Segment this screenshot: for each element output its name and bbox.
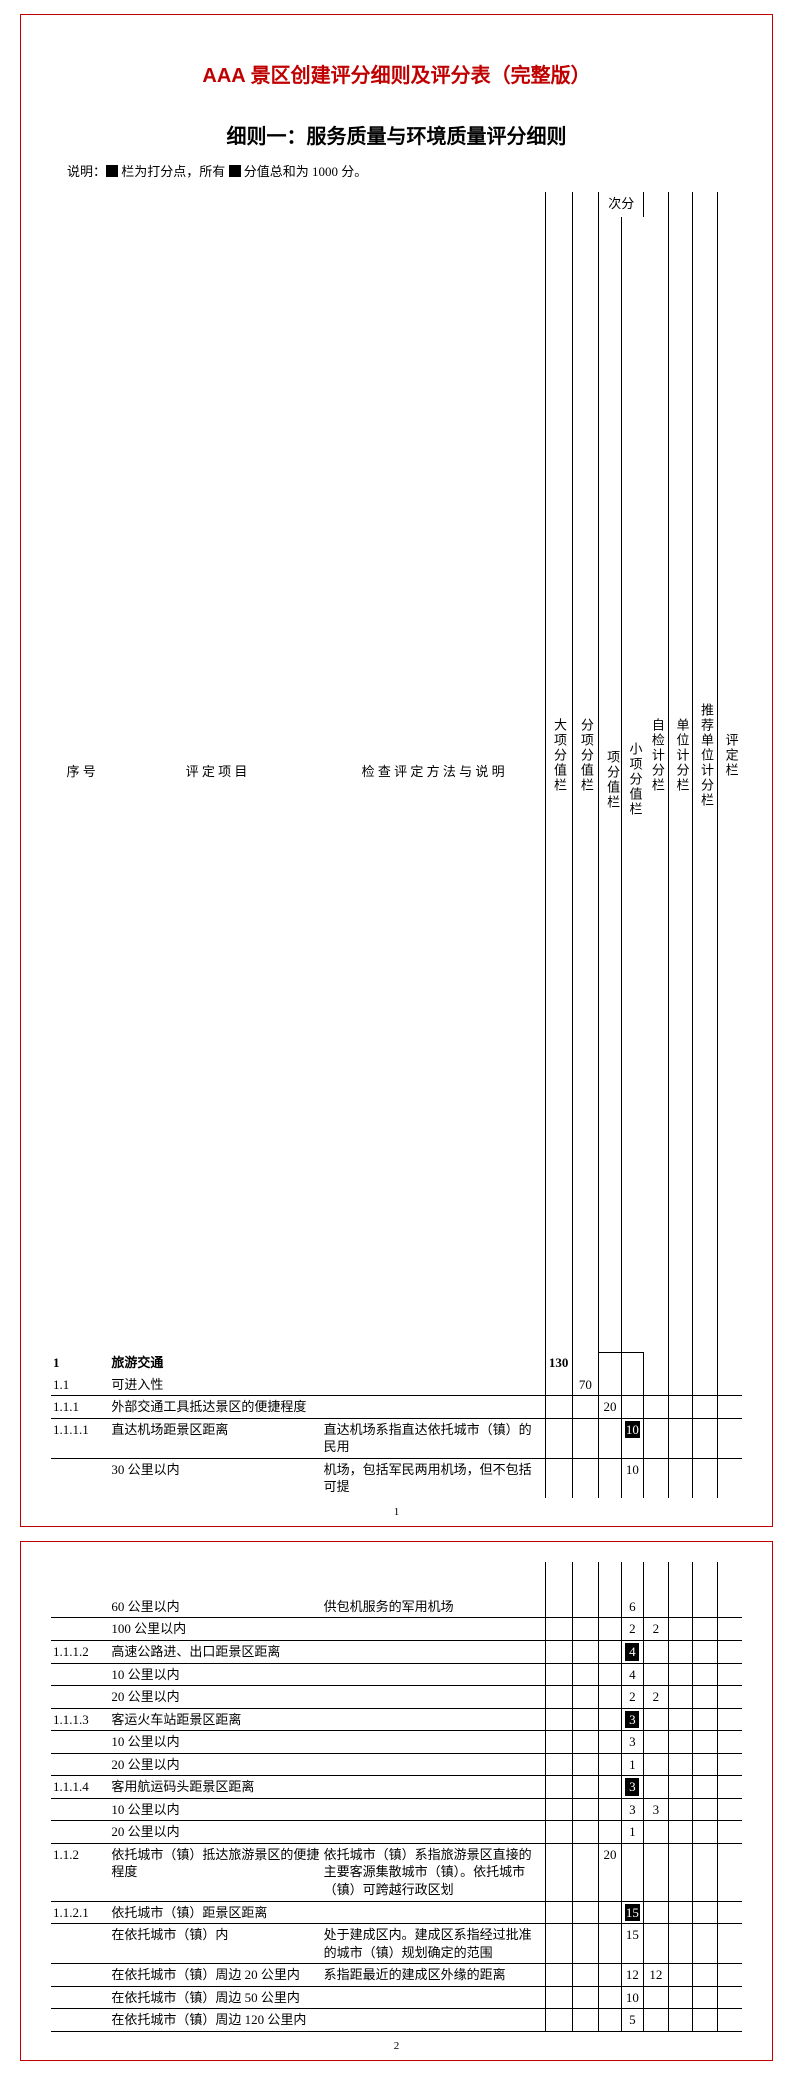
table-row: 在依托城市（镇）周边 120 公里内5 [51,2009,742,2032]
black-box-icon [229,165,241,177]
table-body-1: 1旅游交通1301.1可进入性701.1.1外部交通工具抵达景区的便捷程度201… [51,1352,742,1498]
col-big: 大项分值栏 [545,192,572,1352]
main-title: AAA 景区创建评分细则及评分表（完整版） [51,59,742,88]
page-number: 1 [51,1506,742,1518]
table-row: 20 公里以内1 [51,1753,742,1776]
col-ci-group: 次分 [599,192,644,217]
black-box-icon [106,165,118,177]
table-row: 10 公里以内3 [51,1731,742,1754]
col-desc: 检 查 评 定 方 法 与 说 明 [322,192,546,1352]
col-item: 评 定 项 目 [111,192,321,1352]
table-row: 1.1.2依托城市（镇）抵达旅游景区的便捷程度依托城市（镇）系指旅游景区直接的主… [51,1843,742,1901]
col-ci: 项分值栏 [599,217,621,1352]
table-row: 1.1.1.2高速公路进、出口距景区距离4 [51,1641,742,1664]
col-seq: 序 号 [51,192,111,1352]
table-row: 60 公里以内供包机服务的军用机场6 [51,1562,742,1618]
table-row: 20 公里以内22 [51,1686,742,1709]
col-sm: 小项分值栏 [621,217,643,1352]
table-row: 在依托城市（镇）周边 50 公里内10 [51,1986,742,2009]
page-2: 60 公里以内供包机服务的军用机场6100 公里以内221.1.1.2高速公路进… [20,1541,773,2061]
table-row: 30 公里以内机场，包括军民两用机场，但不包括可提10 [51,1458,742,1498]
sub-title: 细则一：服务质量与环境质量评分细则 [51,120,742,149]
table-row: 20 公里以内1 [51,1821,742,1844]
col-eval: 评定栏 [717,192,742,1352]
note-prefix: 说明： [67,164,106,179]
table-row: 在依托城市（镇）内处于建成区内。建成区系指经过批准的城市（镇）规划确定的范围15 [51,1924,742,1964]
table-row: 100 公里以内22 [51,1618,742,1641]
page-1: AAA 景区创建评分细则及评分表（完整版） 细则一：服务质量与环境质量评分细则 … [20,14,773,1527]
table-row: 在依托城市（镇）周边 20 公里内系指距最近的建成区外缘的距离1212 [51,1964,742,1987]
page-number: 2 [51,2040,742,2052]
col-self: 自检计分栏 [644,192,669,1352]
col-unit: 单位计分栏 [668,192,693,1352]
table-row: 1.1.2.1依托城市（镇）距景区距离15 [51,1901,742,1924]
note-line: 说明： 栏为打分点，所有 分值总和为 1000 分。 [51,161,742,180]
table-row: 1.1.1.1直达机场距景区距离直达机场系指直达依托城市（镇）的民用10 [51,1418,742,1458]
table-row: 1.1.1外部交通工具抵达景区的便捷程度20 [51,1396,742,1419]
note-mid2: 分值总和为 1000 分。 [241,164,368,179]
scoring-table-2: 60 公里以内供包机服务的军用机场6100 公里以内221.1.1.2高速公路进… [51,1562,742,2032]
col-rec: 推荐单位计分栏 [693,192,718,1352]
table-row: 10 公里以内33 [51,1798,742,1821]
note-mid1: 栏为打分点，所有 [118,164,229,179]
table-row: 1.1可进入性70 [51,1374,742,1396]
table-row: 1.1.1.4客用航运码头距景区距离3 [51,1776,742,1799]
table-body-2: 60 公里以内供包机服务的军用机场6100 公里以内221.1.1.2高速公路进… [51,1562,742,2031]
scoring-table-1: 序 号 评 定 项 目 检 查 评 定 方 法 与 说 明 大项分值栏 分项分值… [51,192,742,1498]
table-row: 10 公里以内4 [51,1663,742,1686]
table-header: 序 号 评 定 项 目 检 查 评 定 方 法 与 说 明 大项分值栏 分项分值… [51,192,742,1352]
col-sub: 分项分值栏 [572,192,599,1352]
table-row: 1旅游交通130 [51,1352,742,1374]
table-row: 1.1.1.3客运火车站距景区距离3 [51,1708,742,1731]
